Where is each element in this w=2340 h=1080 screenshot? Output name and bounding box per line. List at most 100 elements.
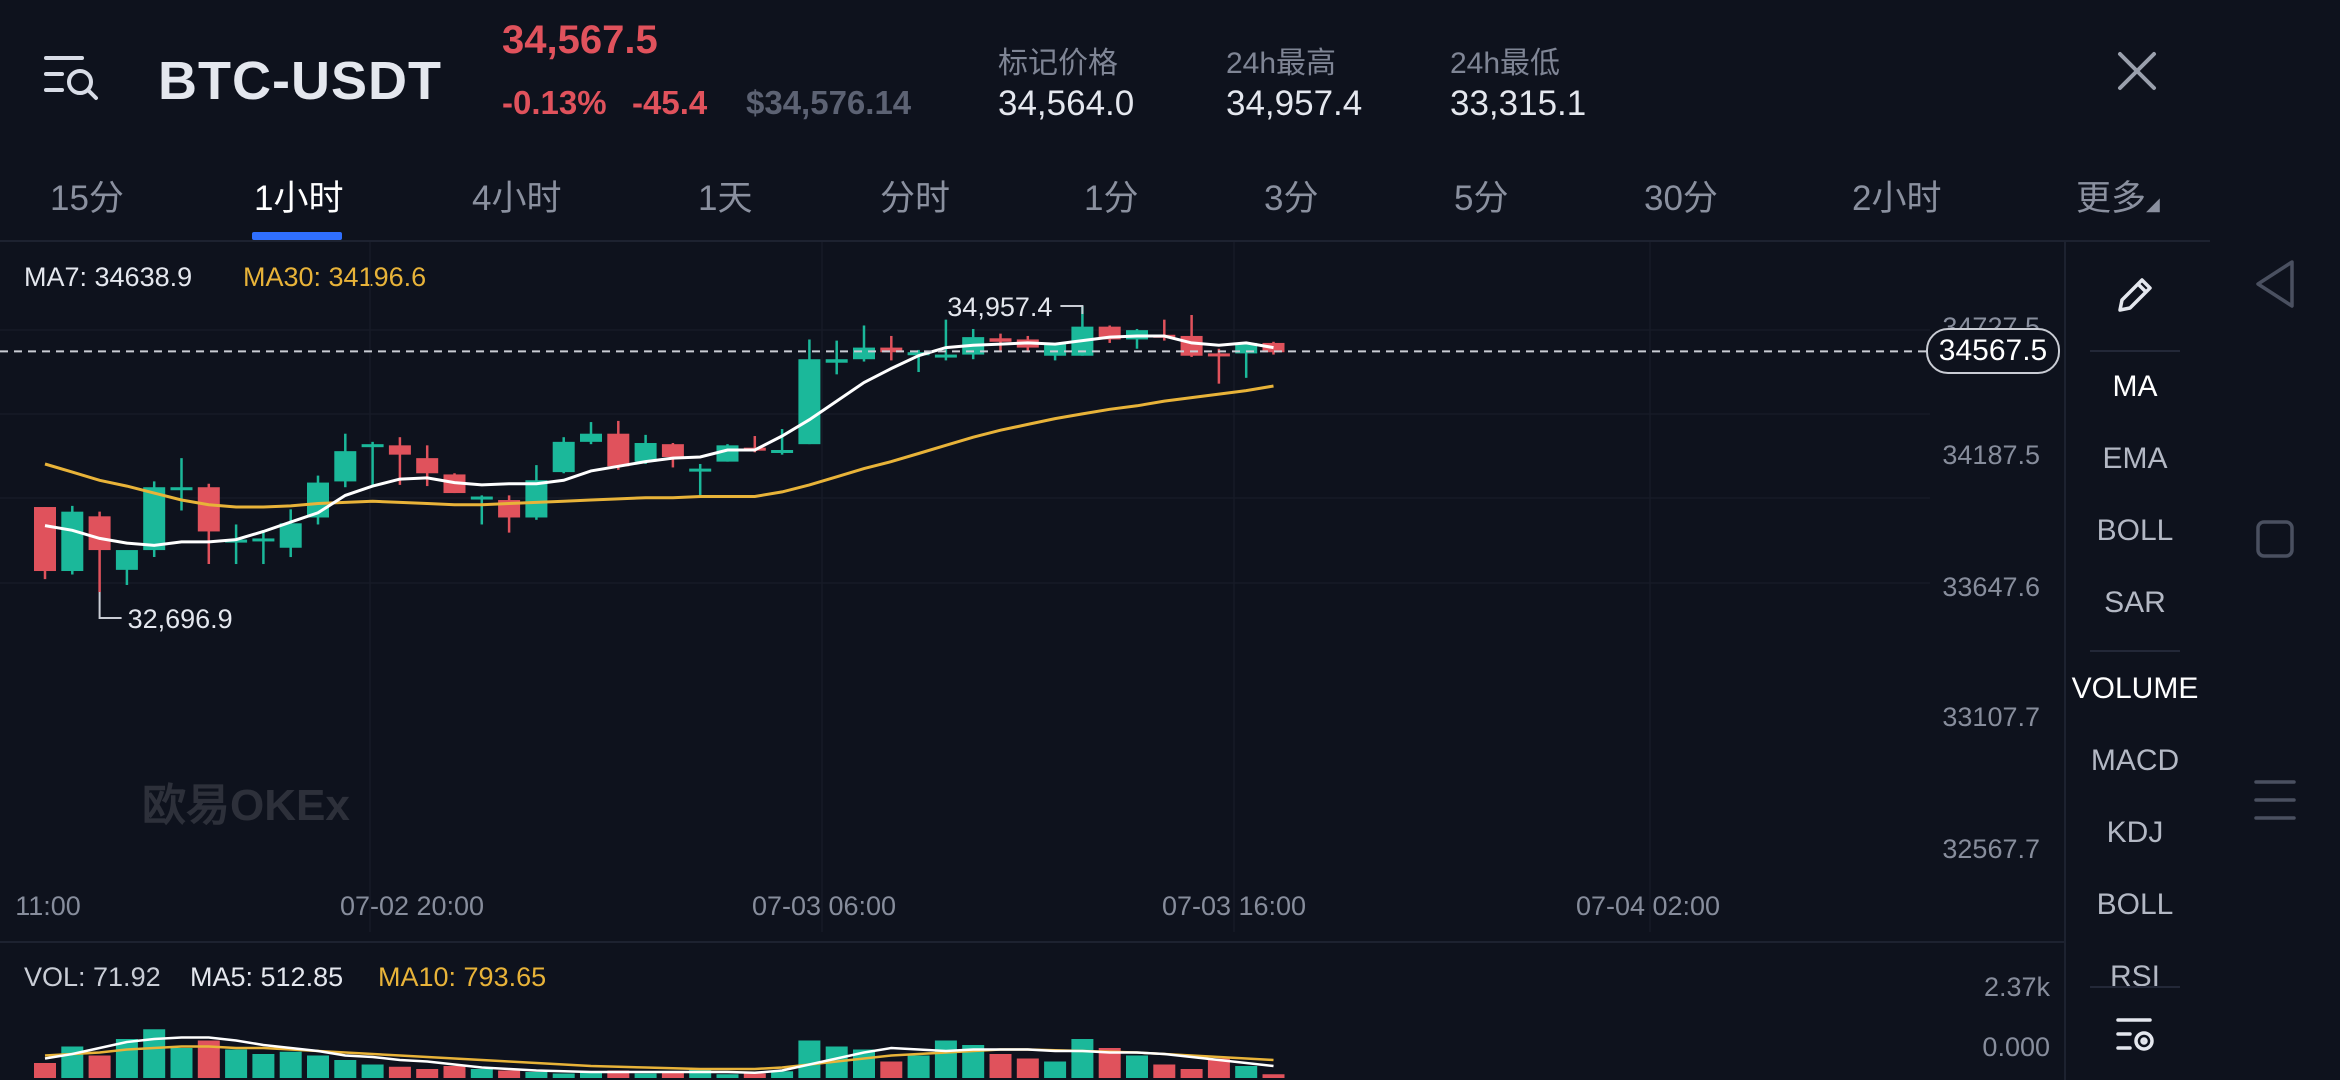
volume-bar [443,1066,466,1078]
tab-5m[interactable]: 5分 [1454,179,1509,218]
high-24h-label: 24h最高 [1226,47,1337,80]
candle [689,463,712,497]
volume-bar [934,1040,957,1078]
volume-bar [225,1049,248,1078]
time-tick-label: 07-03 16:00 [1162,891,1306,921]
volume-bar [1071,1039,1094,1078]
price-tick-label: 33107.7 [1942,702,2040,732]
candle [661,443,684,468]
indicator-settings-icon[interactable] [2114,1012,2158,1056]
nav-home-icon[interactable] [2240,510,2310,570]
tool-divider [2090,986,2180,988]
pencil-icon[interactable] [2112,272,2158,318]
volume-bar [1016,1058,1039,1078]
mark-price-value: 34,564.0 [998,84,1135,123]
candle [388,437,411,485]
vol-legend: VOL: 71.92 [24,962,161,992]
low-annotation: 32,696.9 [98,591,233,634]
candle [307,475,329,525]
tab-2h[interactable]: 2小时 [1852,179,1942,218]
volume-bar [1153,1064,1176,1078]
candle [634,434,657,464]
volume-bar [334,1060,357,1078]
tab-1d[interactable]: 1天 [698,179,753,218]
volume-bar [525,1072,548,1078]
low-annotation-label: 32,696.9 [128,604,233,634]
candle [279,509,302,558]
candle [607,420,630,470]
volume-bar [34,1063,56,1078]
tab-1h[interactable]: 1小时 [254,179,344,218]
candle [34,507,56,580]
volume-bar [1262,1074,1285,1078]
tab-4h[interactable]: 4小时 [472,179,562,218]
volume-axis-zero: 0.000 [1982,1032,2050,1062]
candle [498,495,521,533]
candle [252,530,275,565]
tool-volume[interactable]: VOLUME [2071,672,2199,705]
time-tick-label: 07-04 02:00 [1576,891,1720,921]
tab-30m[interactable]: 30分 [1644,179,1718,218]
volume-bar [307,1055,329,1078]
candle [170,458,193,511]
volume-bar [907,1055,930,1078]
pair-title[interactable]: BTC-USDT [158,51,442,111]
candle [880,335,903,361]
tab-more[interactable]: 更多◢ [2076,170,2160,221]
tool-panel-separator [2064,242,2066,1080]
volume-bar [607,1070,630,1078]
candle [989,333,1012,352]
volume-bar [989,1054,1012,1078]
time-axis: 11:00 07-02 20:00 07-03 06:00 07-03 16:00 07… [15,891,1720,921]
tool-divider [2090,350,2180,352]
tab-1m[interactable]: 1分 [1084,179,1139,218]
tool-rsi[interactable]: RSI [2109,960,2160,986]
candle [61,505,84,575]
tool-sar[interactable]: SAR [2104,586,2166,619]
nav-recents-icon[interactable] [2240,770,2310,830]
candle [197,483,220,565]
time-tick-label: 07-03 06:00 [752,891,896,921]
volume-bar [88,1055,111,1078]
volume-bar [1126,1055,1148,1078]
tool-ma[interactable]: MA [2112,370,2158,403]
change-percent: -0.13% [502,84,607,121]
tab-15m[interactable]: 15分 [50,179,124,218]
tool-ema[interactable]: EMA [2102,442,2168,475]
volume-bar [853,1049,875,1078]
volume-bar [143,1029,166,1078]
low-24h-label: 24h最低 [1450,47,1561,80]
volume-bar [798,1040,821,1078]
volume-bar [1098,1048,1121,1078]
usd-price: $34,576.14 [746,84,912,121]
ma30-legend: MA30: 34196.6 [243,262,427,292]
low-24h-value: 33,315.1 [1450,84,1587,123]
candle [225,524,248,565]
tool-kdj[interactable]: KDJ [2106,816,2164,849]
volume-bar [279,1051,302,1078]
close-icon[interactable] [2114,48,2160,94]
candlestick-chart[interactable]: 欧易OKEx 34727.534187.533647.633107.732567… [0,242,2064,1080]
active-tab-indicator [252,232,342,240]
price-candles [34,306,1285,592]
menu-search-icon[interactable] [44,50,100,106]
tool-boll-sub[interactable]: BOLL [2096,888,2174,921]
current-price-tag: 34567.5 [1926,328,2060,375]
volume-bars [34,1029,1285,1078]
last-price: 34,567.5 [502,18,658,62]
candle [825,340,848,375]
price-tick-label: 32567.7 [1942,834,2040,864]
tool-boll[interactable]: BOLL [2096,514,2174,547]
volume-axis-top: 2.37k [1984,972,2051,1002]
candle [334,433,357,488]
nav-back-icon[interactable] [2240,254,2310,314]
tab-divider [0,240,2210,242]
tab-more-label: 更多 [2076,179,2147,218]
high-24h-value: 34,957.4 [1226,84,1363,123]
tab-timeline[interactable]: 分时 [880,179,951,218]
tab-3m[interactable]: 3分 [1264,179,1319,218]
volume-bar [716,1074,739,1078]
tool-macd[interactable]: MACD [2090,744,2180,777]
candle [470,495,493,525]
candle [907,349,930,373]
